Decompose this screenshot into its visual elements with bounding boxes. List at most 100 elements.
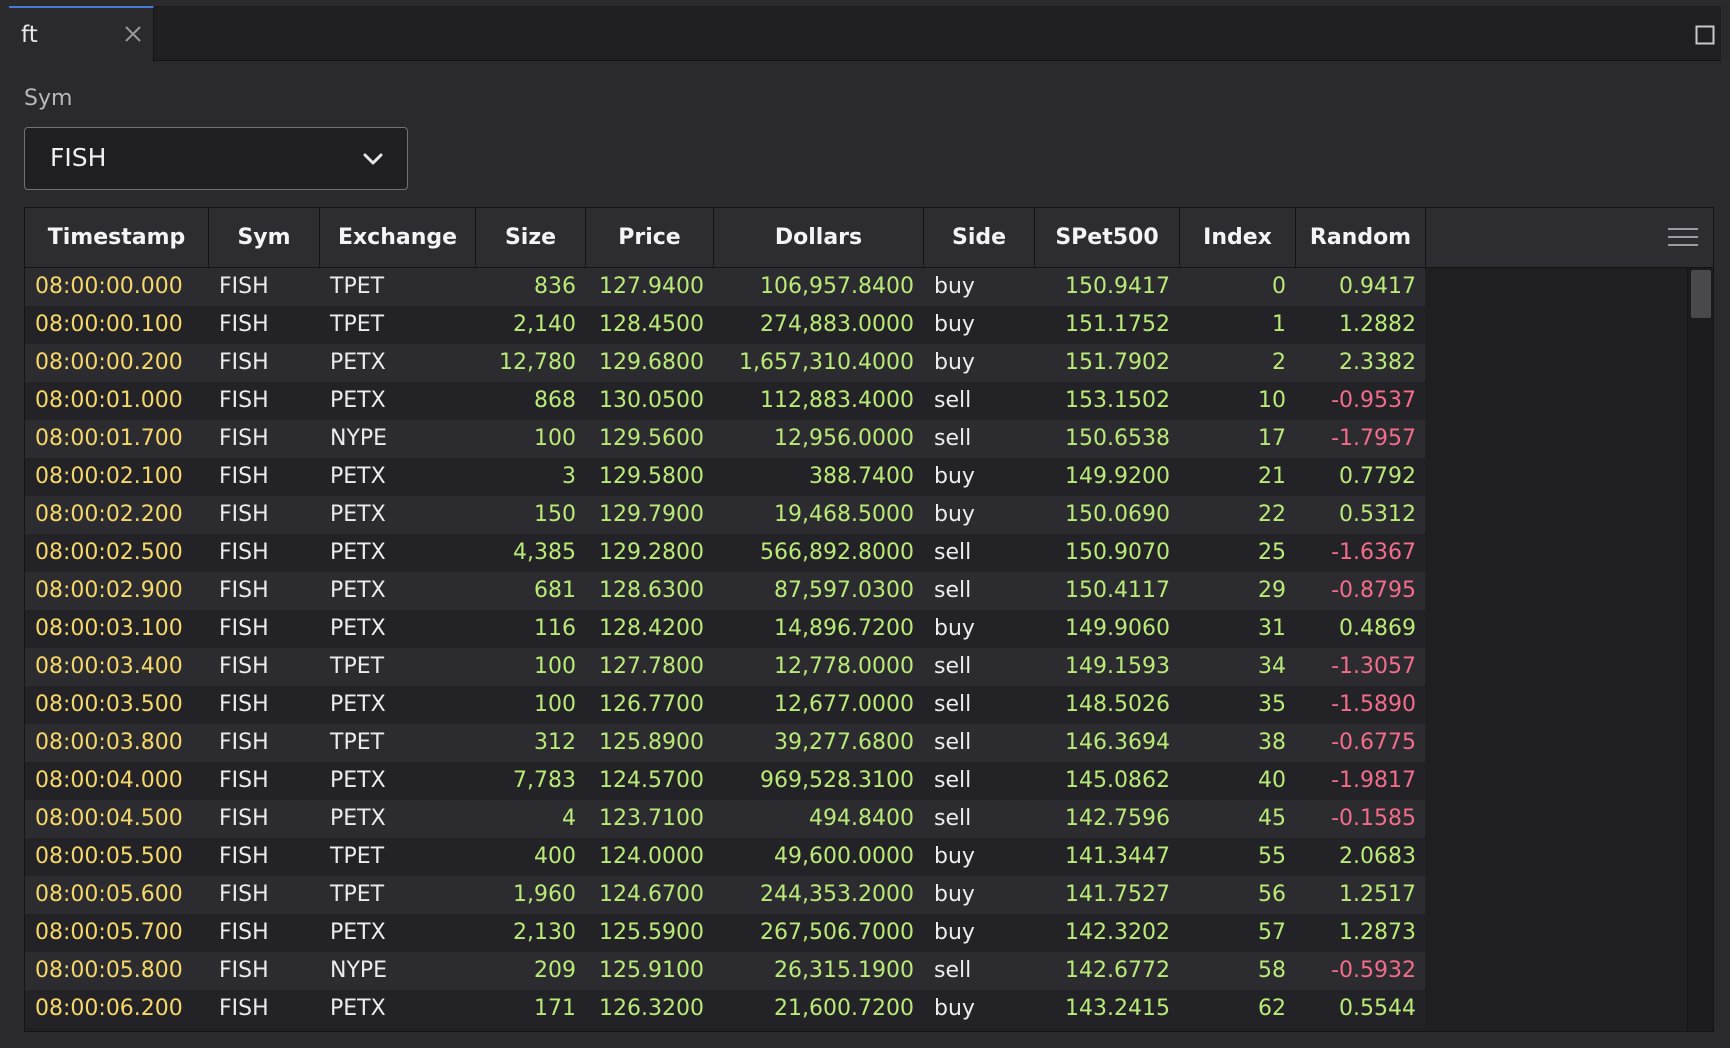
cell-random: -1.7957	[1331, 426, 1416, 451]
cell-price: 129.5600	[599, 426, 704, 451]
cell-size: 209	[534, 958, 576, 983]
cell-exchange: PETX	[330, 616, 386, 641]
cell-price: 124.5700	[599, 768, 704, 793]
column-header-size[interactable]: Size	[476, 208, 586, 267]
cell-index: 21	[1258, 464, 1286, 489]
cell-sym: FISH	[219, 388, 269, 413]
cell-side: sell	[934, 806, 972, 831]
cell-sym: FISH	[219, 920, 269, 945]
table-row[interactable]: 08:00:05.700 FISH PETX 2,130 125.5900 267,506…	[25, 914, 1425, 952]
cell-random: 0.5544	[1339, 996, 1416, 1021]
cell-spet500: 149.9200	[1065, 464, 1170, 489]
cell-price: 124.0000	[599, 844, 704, 869]
cell-spet500: 150.4117	[1065, 578, 1170, 603]
table-row[interactable]: 08:00:00.200 FISH PETX 12,780 129.6800 1,657,…	[25, 344, 1425, 382]
cell-size: 7,783	[513, 768, 576, 793]
cell-index: 1	[1272, 312, 1286, 337]
cell-index: 22	[1258, 502, 1286, 527]
table-row[interactable]: 08:00:02.900 FISH PETX 681 128.6300 87,597.03…	[25, 572, 1425, 610]
cell-price: 124.6700	[599, 882, 704, 907]
cell-exchange: TPET	[330, 312, 385, 337]
cell-timestamp: 08:00:02.500	[35, 540, 183, 565]
cell-size: 12,780	[499, 350, 576, 375]
cell-size: 100	[534, 654, 576, 679]
table-row[interactable]: 08:00:03.100 FISH PETX 116 128.4200 14,896.72…	[25, 610, 1425, 648]
cell-index: 38	[1258, 730, 1286, 755]
column-header-side[interactable]: Side	[924, 208, 1035, 267]
cell-timestamp: 08:00:00.200	[35, 350, 183, 375]
cell-timestamp: 08:00:03.800	[35, 730, 183, 755]
cell-exchange: TPET	[330, 730, 385, 755]
table-row[interactable]: 08:00:04.000 FISH PETX 7,783 124.5700 969,528…	[25, 762, 1425, 800]
tab-bar: ft	[9, 6, 1721, 62]
scrollbar-thumb[interactable]	[1691, 270, 1711, 318]
cell-spet500: 151.1752	[1065, 312, 1170, 337]
menu-icon[interactable]	[1667, 225, 1699, 249]
table-row[interactable]: 08:00:00.100 FISH TPET 2,140 128.4500 274,883…	[25, 306, 1425, 344]
table-row[interactable]: 08:00:01.700 FISH NYPE 100 129.5600 12,956.00…	[25, 420, 1425, 458]
cell-price: 128.4200	[599, 616, 704, 641]
table-row[interactable]: 08:00:02.200 FISH PETX 150 129.7900 19,468.50…	[25, 496, 1425, 534]
cell-size: 3	[562, 464, 576, 489]
tab-ft[interactable]: ft	[9, 6, 154, 62]
cell-dollars: 388.7400	[809, 464, 914, 489]
cell-size: 4,385	[513, 540, 576, 565]
vertical-scrollbar[interactable]	[1687, 268, 1713, 1031]
cell-sym: FISH	[219, 464, 269, 489]
cell-spet500: 145.0862	[1065, 768, 1170, 793]
cell-dollars: 87,597.0300	[774, 578, 914, 603]
column-header-spet500[interactable]: SPet500	[1035, 208, 1180, 267]
table-row[interactable]: 08:00:02.500 FISH PETX 4,385 129.2800 566,892…	[25, 534, 1425, 572]
cell-spet500: 142.6772	[1065, 958, 1170, 983]
column-header-exchange[interactable]: Exchange	[320, 208, 476, 267]
cell-side: buy	[934, 920, 975, 945]
table-row[interactable]: 08:00:00.000 FISH TPET 836 127.9400 106,957.8…	[25, 268, 1425, 306]
cell-dollars: 12,956.0000	[774, 426, 914, 451]
table-row[interactable]: 08:00:05.800 FISH NYPE 209 125.9100 26,315.19…	[25, 952, 1425, 990]
table-row[interactable]: 08:00:01.000 FISH PETX 868 130.0500 112,883.4…	[25, 382, 1425, 420]
table-row[interactable]: 08:00:03.400 FISH TPET 100 127.7800 12,778.00…	[25, 648, 1425, 686]
column-header-timestamp[interactable]: Timestamp	[25, 208, 209, 267]
cell-sym: FISH	[219, 692, 269, 717]
cell-price: 127.9400	[599, 274, 704, 299]
sym-select[interactable]: FISH	[24, 127, 408, 190]
cell-exchange: PETX	[330, 540, 386, 565]
column-header-dollars[interactable]: Dollars	[714, 208, 924, 267]
sym-filter-label: Sym	[24, 86, 73, 111]
column-header-index[interactable]: Index	[1180, 208, 1296, 267]
cell-side: sell	[934, 692, 972, 717]
tab-label: ft	[21, 22, 38, 48]
table-row[interactable]: 08:00:05.500 FISH TPET 400 124.0000 49,600.00…	[25, 838, 1425, 876]
cell-price: 129.7900	[599, 502, 704, 527]
cell-price: 129.5800	[599, 464, 704, 489]
column-header-random[interactable]: Random	[1296, 208, 1426, 267]
column-header-sym[interactable]: Sym	[209, 208, 320, 267]
close-icon[interactable]	[121, 22, 145, 46]
cell-dollars: 106,957.8400	[760, 274, 914, 299]
cell-random: 2.3382	[1339, 350, 1416, 375]
cell-dollars: 969,528.3100	[760, 768, 914, 793]
cell-exchange: PETX	[330, 806, 386, 831]
cell-side: sell	[934, 540, 972, 565]
table-row[interactable]: 08:00:03.800 FISH TPET 312 125.8900 39,277.68…	[25, 724, 1425, 762]
cell-sym: FISH	[219, 882, 269, 907]
cell-index: 55	[1258, 844, 1286, 869]
cell-random: -1.9817	[1331, 768, 1416, 793]
column-header-price[interactable]: Price	[586, 208, 714, 267]
cell-size: 100	[534, 426, 576, 451]
table-row[interactable]: 08:00:02.100 FISH PETX 3 129.5800 388.7400 buy…	[25, 458, 1425, 496]
cell-sym: FISH	[219, 958, 269, 983]
table-row[interactable]: 08:00:05.600 FISH TPET 1,960 124.6700 244,353…	[25, 876, 1425, 914]
cell-index: 62	[1258, 996, 1286, 1021]
cell-spet500: 142.3202	[1065, 920, 1170, 945]
cell-spet500: 150.9070	[1065, 540, 1170, 565]
table-row[interactable]: 08:00:04.500 FISH PETX 4 123.7100 494.8400 sel…	[25, 800, 1425, 838]
table-row[interactable]: 08:00:03.500 FISH PETX 100 126.7700 12,677.00…	[25, 686, 1425, 724]
cell-size: 2,130	[513, 920, 576, 945]
cell-timestamp: 08:00:04.500	[35, 806, 183, 831]
cell-sym: FISH	[219, 730, 269, 755]
maximize-icon[interactable]	[1695, 25, 1715, 45]
cell-exchange: TPET	[330, 882, 385, 907]
cell-sym: FISH	[219, 616, 269, 641]
table-row[interactable]: 08:00:06.200 FISH PETX 171 126.3200 21,600.72…	[25, 990, 1425, 1028]
